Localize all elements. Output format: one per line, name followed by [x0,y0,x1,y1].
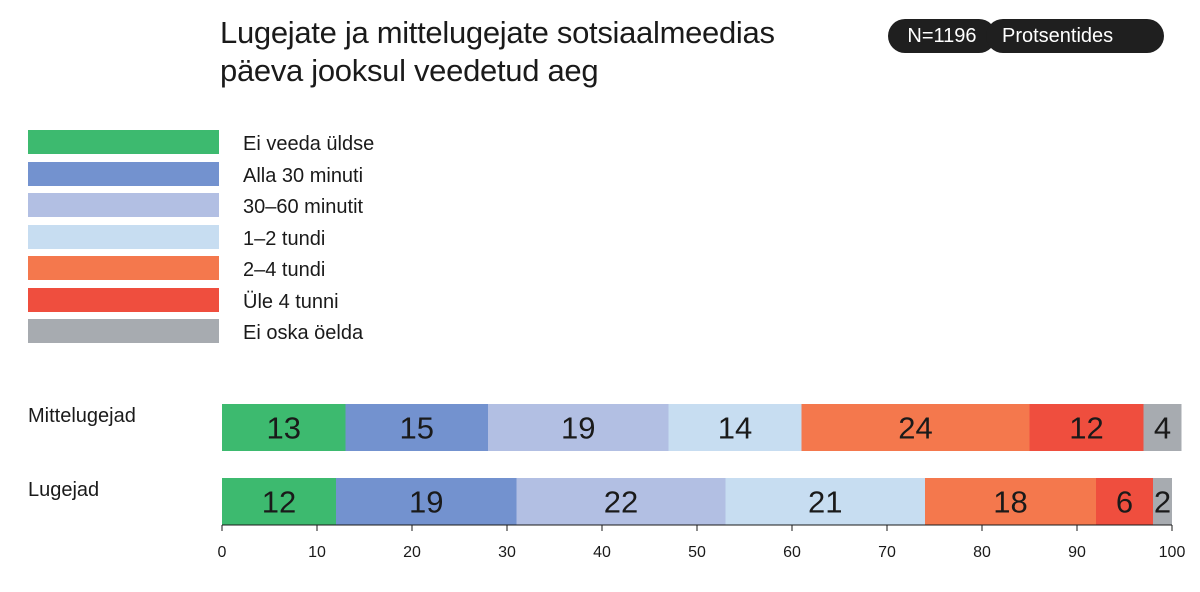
x-tick-label: 80 [973,544,991,561]
data-label: 2 [1154,485,1171,520]
unit-badge: Protsentides [986,19,1164,53]
legend-label: 30–60 minutit [243,196,364,218]
bar-segment [516,478,726,525]
data-label: 24 [898,411,932,446]
bar-segment [222,404,346,451]
x-tick-label: 20 [403,544,421,561]
chart-title: Lugejate ja mittelugejate sotsiaalmeedia… [220,14,880,90]
legend-label: 2–4 tundi [243,259,326,281]
x-tick-label: 30 [498,544,516,561]
bar-segment [1029,404,1144,451]
category-label: Lugejad [28,479,99,501]
chart-title-line-2: päeva jooksul veedetud aeg [220,53,599,88]
x-tick-label: 60 [783,544,801,561]
bar-segment [336,478,517,525]
data-label: 4 [1154,411,1171,446]
bar-segment [1143,404,1182,451]
bar-segment [668,404,802,451]
legend-swatch [28,287,219,312]
data-label: 21 [808,485,842,520]
category-label: Mittelugejad [28,405,136,427]
x-tick-label: 90 [1068,544,1086,561]
data-label: 12 [1069,411,1103,446]
data-label: 13 [267,411,301,446]
legend-label: Alla 30 minuti [243,164,364,187]
data-label: 22 [604,485,638,520]
x-tick-label: 0 [218,544,227,561]
data-label: 6 [1116,485,1133,520]
bar-segment [801,404,1030,451]
legend-swatch [28,319,219,343]
legend-swatch [28,193,219,217]
legend-label: 1–2 tundi [243,227,326,250]
x-tick-label: 50 [688,544,706,561]
sample-size-badge: N=1196 [888,19,996,53]
x-tick-label: 40 [593,544,611,561]
x-tick-label: 70 [878,544,896,561]
legend-label: Ei veeda üldse [243,133,375,155]
legend-label: Üle 4 tunni [243,290,339,313]
bar-segment [1096,478,1153,525]
bar-segment [222,478,336,525]
data-label: 12 [262,485,296,520]
legend-swatch [28,161,219,186]
bar-segment [345,404,488,451]
data-label: 18 [993,485,1027,520]
data-label: 15 [400,411,434,446]
bar-segment [725,478,925,525]
chart-title-line-1: Lugejate ja mittelugejate sotsiaalmeedia… [220,15,775,50]
legend-label: Ei oska öelda [243,322,364,344]
legend-swatch [28,256,219,280]
bar-segment [925,478,1096,525]
chart-badges: N=1196 Protsentides [888,19,1164,53]
legend-swatch [28,224,219,249]
data-label: 19 [409,485,443,520]
data-label: 19 [561,411,595,446]
legend-swatch [28,130,219,154]
bar-segment [1153,478,1172,525]
data-label: 14 [718,411,752,446]
x-tick-label: 10 [308,544,326,561]
bar-segment [488,404,669,451]
x-tick-label: 100 [1159,544,1186,561]
